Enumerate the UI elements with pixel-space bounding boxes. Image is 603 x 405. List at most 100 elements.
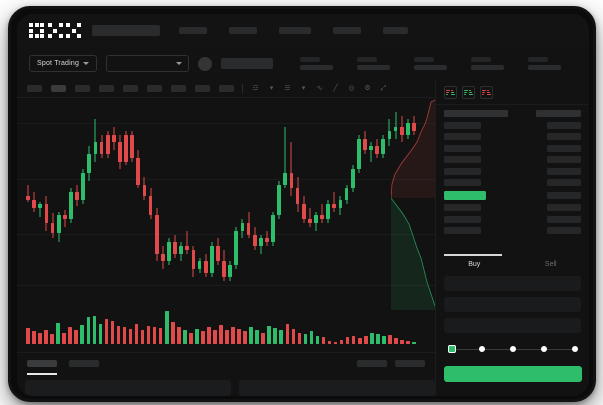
order-field-2[interactable] <box>444 297 581 312</box>
nav-item-1[interactable] <box>179 27 207 34</box>
orderbook-row-left <box>444 167 481 175</box>
orderbook-row[interactable] <box>444 190 581 200</box>
orders-control-1[interactable] <box>357 360 387 367</box>
orderbook-row[interactable] <box>444 204 581 211</box>
orderbook-row[interactable] <box>444 144 581 152</box>
timeframe-button-2[interactable] <box>51 85 66 92</box>
candle <box>399 104 404 296</box>
candle <box>320 104 324 296</box>
chart-type-icon[interactable]: ☰ <box>284 85 291 92</box>
timeframe-button-7[interactable] <box>171 85 186 92</box>
timeframe-button-9[interactable] <box>219 85 234 92</box>
orders-tab-2[interactable] <box>69 360 99 367</box>
timeframe-button-4[interactable] <box>99 85 114 92</box>
volume-bar <box>140 330 145 344</box>
line-tool-icon[interactable]: ∿ <box>316 85 323 92</box>
slider-handle[interactable] <box>448 344 456 353</box>
candle <box>99 104 104 296</box>
volume-bar <box>62 332 66 344</box>
orderbook-row[interactable] <box>444 215 581 223</box>
volume-bar <box>183 330 187 344</box>
chart-toolbar: ☲ ▾ ☰ ▾ ∿ ╱ ◎ ⚙ ⤢ <box>17 80 435 98</box>
chevron-down-icon <box>176 62 183 65</box>
toolbar-divider <box>242 84 243 93</box>
orderbook-asks-icon[interactable] <box>480 86 493 99</box>
magnet-icon[interactable]: ◎ <box>348 85 355 92</box>
price-chart-pane[interactable] <box>17 98 435 352</box>
candle <box>160 104 165 296</box>
volume-bar <box>243 331 247 344</box>
slider-stop-50[interactable] <box>510 345 516 352</box>
candle <box>381 104 386 296</box>
orderbook-row-left <box>444 204 481 211</box>
depth-chart-overlay <box>391 98 435 310</box>
candle <box>173 104 177 296</box>
slider-stop-100[interactable] <box>572 345 578 352</box>
trading-mode-dropdown[interactable]: Spot Trading <box>29 55 98 72</box>
orderbook-row-left <box>444 215 481 223</box>
orderbook-row-right <box>547 144 581 152</box>
slider-stop-25[interactable] <box>479 345 485 352</box>
volume-bar <box>303 334 308 344</box>
orderbook-rows[interactable] <box>436 105 589 234</box>
candle <box>326 104 331 296</box>
indicators-icon[interactable]: ☲ <box>252 85 259 92</box>
candle <box>283 104 288 296</box>
timeframe-button-3[interactable] <box>75 85 90 92</box>
nav-item-2[interactable] <box>229 27 257 34</box>
orderbook-row[interactable] <box>444 156 581 163</box>
volume-bar <box>382 336 386 344</box>
slider-stop-75[interactable] <box>541 345 547 352</box>
order-side-tab-buy[interactable]: Buy <box>468 261 481 268</box>
orderbook-row[interactable] <box>444 227 581 234</box>
settings-gear-icon[interactable]: ⚙ <box>364 85 371 92</box>
candle <box>203 104 208 296</box>
pair-search-dropdown[interactable] <box>106 55 190 72</box>
volume-bar <box>92 315 97 344</box>
order-field-1[interactable] <box>444 276 581 291</box>
okx-logo[interactable] <box>29 23 81 38</box>
stat-label <box>528 57 549 62</box>
order-side-tab-sell[interactable]: Sell <box>544 261 557 268</box>
indicators-dropdown-icon[interactable]: ▾ <box>269 85 274 92</box>
orderbook-row[interactable] <box>444 167 581 175</box>
volume-bar <box>375 334 380 344</box>
order-field-3[interactable] <box>444 318 581 333</box>
candle <box>277 104 282 296</box>
volume-bar <box>351 336 356 344</box>
candle <box>356 104 361 296</box>
search-input[interactable] <box>92 25 160 36</box>
stat-value <box>528 65 562 70</box>
orderbook-bids-icon[interactable] <box>462 86 475 99</box>
candle <box>338 104 343 296</box>
candle <box>148 104 153 296</box>
candle <box>142 104 147 296</box>
chart-type-dropdown-icon[interactable]: ▾ <box>301 85 306 92</box>
timeframe-button-1[interactable] <box>27 85 42 92</box>
orderbook-row[interactable] <box>444 133 581 140</box>
orderbook-row[interactable] <box>444 121 581 129</box>
timeframe-button-6[interactable] <box>147 85 162 92</box>
market-stat-1 <box>300 57 334 70</box>
pencil-draw-icon[interactable]: ╱ <box>333 85 338 92</box>
orders-tab-1[interactable] <box>27 360 57 367</box>
timeframe-button-8[interactable] <box>195 85 210 92</box>
trading-mode-label: Spot Trading <box>37 60 80 67</box>
volume-bar <box>56 323 60 344</box>
candle <box>32 104 37 296</box>
orderbook-view-toggles <box>436 80 589 105</box>
timeframe-button-5[interactable] <box>123 85 138 92</box>
candle <box>191 104 196 296</box>
volume-bar <box>400 340 404 344</box>
candle <box>75 104 79 296</box>
nav-item-5[interactable] <box>383 27 408 34</box>
nav-item-3[interactable] <box>279 27 311 34</box>
fullscreen-icon[interactable]: ⤢ <box>380 85 387 92</box>
submit-order-button[interactable] <box>444 366 582 382</box>
orderbook-both-icon[interactable] <box>444 86 457 99</box>
orders-control-2[interactable] <box>395 360 425 367</box>
volume-bar <box>110 321 115 344</box>
nav-item-4[interactable] <box>333 27 361 34</box>
amount-percent-slider[interactable] <box>448 344 578 354</box>
orderbook-row[interactable] <box>444 179 581 186</box>
